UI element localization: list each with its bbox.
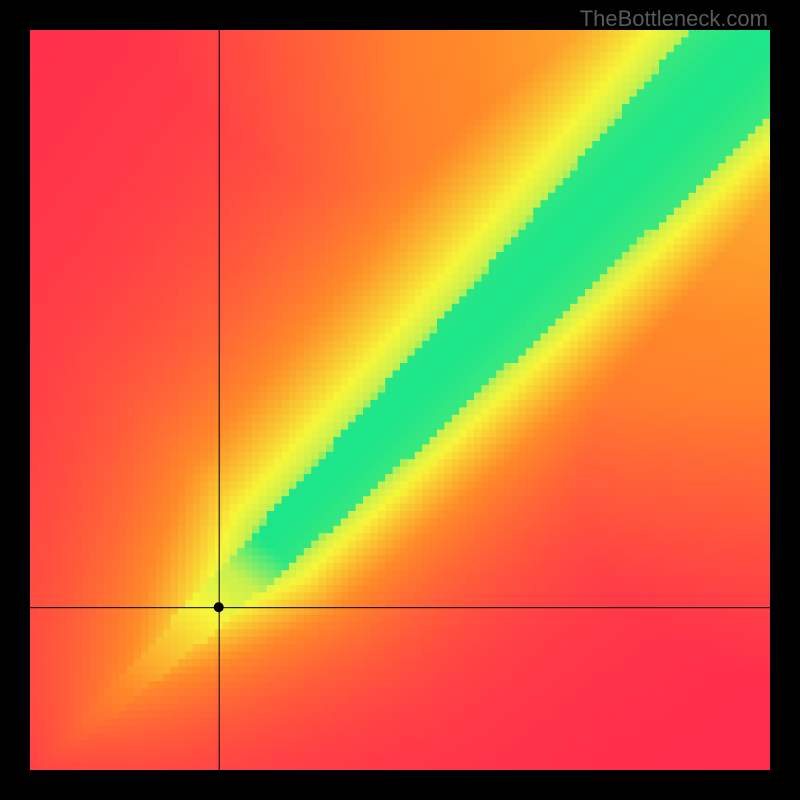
watermark-text: TheBottleneck.com	[580, 6, 768, 32]
heatmap-canvas	[30, 30, 770, 770]
bottleneck-heatmap	[30, 30, 770, 770]
